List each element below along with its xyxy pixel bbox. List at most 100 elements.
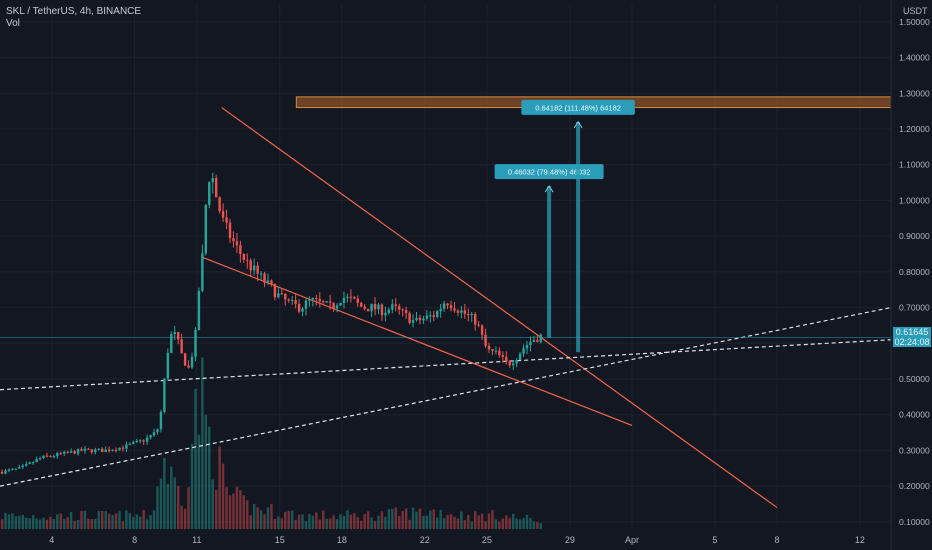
volume-bar	[529, 517, 532, 529]
volume-bar	[277, 516, 280, 529]
volume-bar	[249, 515, 252, 529]
candle-body	[232, 238, 235, 242]
candle-body	[342, 297, 346, 303]
volume-bar	[532, 521, 536, 529]
candle-body	[97, 448, 100, 450]
volume-bar	[287, 510, 290, 529]
volume-bar	[170, 466, 173, 529]
volume-bar	[63, 518, 66, 529]
candle-body	[114, 449, 118, 451]
volume-bar	[284, 511, 287, 529]
candle-body	[35, 459, 38, 463]
candle-body	[353, 297, 356, 299]
candle-body	[211, 178, 214, 183]
x-tick-label: 8	[132, 535, 137, 545]
candle-body	[436, 311, 439, 317]
candle-body	[173, 332, 176, 335]
candle-body	[4, 470, 7, 474]
price-axis[interactable]: 1.50000 1.40000 1.30000 1.20000 1.10000 1.000…	[899, 17, 930, 527]
candle-body	[38, 458, 42, 460]
candle-body	[107, 449, 111, 451]
candle-body	[287, 299, 290, 301]
candle-body	[31, 462, 35, 464]
candle-body	[429, 315, 432, 317]
candle-body	[346, 296, 349, 298]
volume-bar	[163, 457, 166, 529]
volume-bar	[363, 514, 366, 529]
volume-bar	[76, 520, 80, 529]
candle-body	[394, 304, 397, 306]
candle-body	[104, 449, 107, 453]
volume-bar	[470, 521, 473, 529]
volume-bar	[31, 515, 35, 529]
candle-body	[315, 298, 318, 300]
candle-body	[290, 300, 294, 302]
candle-body	[339, 302, 342, 306]
candle-body	[508, 361, 511, 366]
volume-bar	[197, 434, 201, 529]
candle-body	[111, 449, 114, 451]
candle-body	[266, 280, 270, 283]
candle-body	[529, 341, 532, 346]
candle-body	[404, 310, 408, 314]
volume-bar	[498, 521, 501, 529]
volume-bar	[263, 514, 266, 529]
target-measure-bar	[576, 121, 581, 353]
candle-body	[259, 273, 263, 275]
chart-legend: SKL / TetherUS, 4h, BINANCE Vol	[6, 6, 141, 30]
volume-bar	[301, 514, 304, 529]
candle-body	[439, 308, 442, 312]
candle-body	[487, 345, 491, 350]
volume-bar	[449, 514, 453, 529]
volume-bar	[446, 514, 449, 529]
volume-bar	[239, 490, 242, 529]
volume-bar	[391, 509, 394, 529]
volume-bar	[328, 518, 332, 529]
volume-bar	[273, 519, 277, 529]
candle-body	[197, 290, 201, 330]
target-label: 0.64182 (111.48%) 64182	[535, 103, 621, 112]
candle-body	[380, 304, 384, 316]
x-tick-label: 11	[192, 535, 201, 545]
candle-body	[69, 451, 73, 453]
candle-body	[356, 298, 359, 303]
candle-body	[183, 353, 187, 366]
volume-bar	[473, 511, 477, 529]
candle-body	[532, 339, 536, 342]
volume-bar	[21, 514, 25, 529]
currency-label: USDT	[903, 6, 928, 16]
volume-bar	[508, 517, 511, 529]
candle-body	[425, 315, 429, 319]
candle-body	[18, 467, 21, 469]
candle-body	[225, 217, 228, 223]
volume-bar	[501, 518, 505, 529]
candle-body	[263, 273, 266, 283]
volume-bar	[311, 515, 315, 529]
volume-bar	[373, 521, 377, 529]
volume-bar	[294, 520, 297, 529]
x-tick-label: 25	[482, 535, 492, 545]
volume-bar	[4, 512, 7, 529]
candle-body	[418, 317, 422, 321]
candle-body	[484, 334, 487, 346]
volume-bar	[59, 513, 62, 529]
y-tick-label: 0.80000	[899, 267, 930, 277]
candle-body	[318, 299, 322, 302]
volume-bar	[218, 446, 221, 529]
volume-bar	[97, 511, 100, 529]
time-axis[interactable]: 4 8 11 15 18 22 25 29 Apr 5 8 12	[49, 535, 865, 545]
candle-body	[166, 352, 170, 379]
y-tick-label: 1.20000	[899, 124, 930, 134]
candle-body	[208, 182, 211, 206]
volume-bar	[159, 478, 163, 529]
candle-body	[335, 305, 339, 309]
candle-body	[332, 302, 335, 309]
volume-bar	[142, 509, 145, 529]
candle-body	[270, 280, 273, 285]
volume-bar	[14, 516, 18, 529]
candle-body	[453, 308, 456, 311]
y-tick-label: 1.00000	[899, 195, 930, 205]
volume-bar	[491, 510, 494, 529]
candle-body	[66, 451, 69, 453]
